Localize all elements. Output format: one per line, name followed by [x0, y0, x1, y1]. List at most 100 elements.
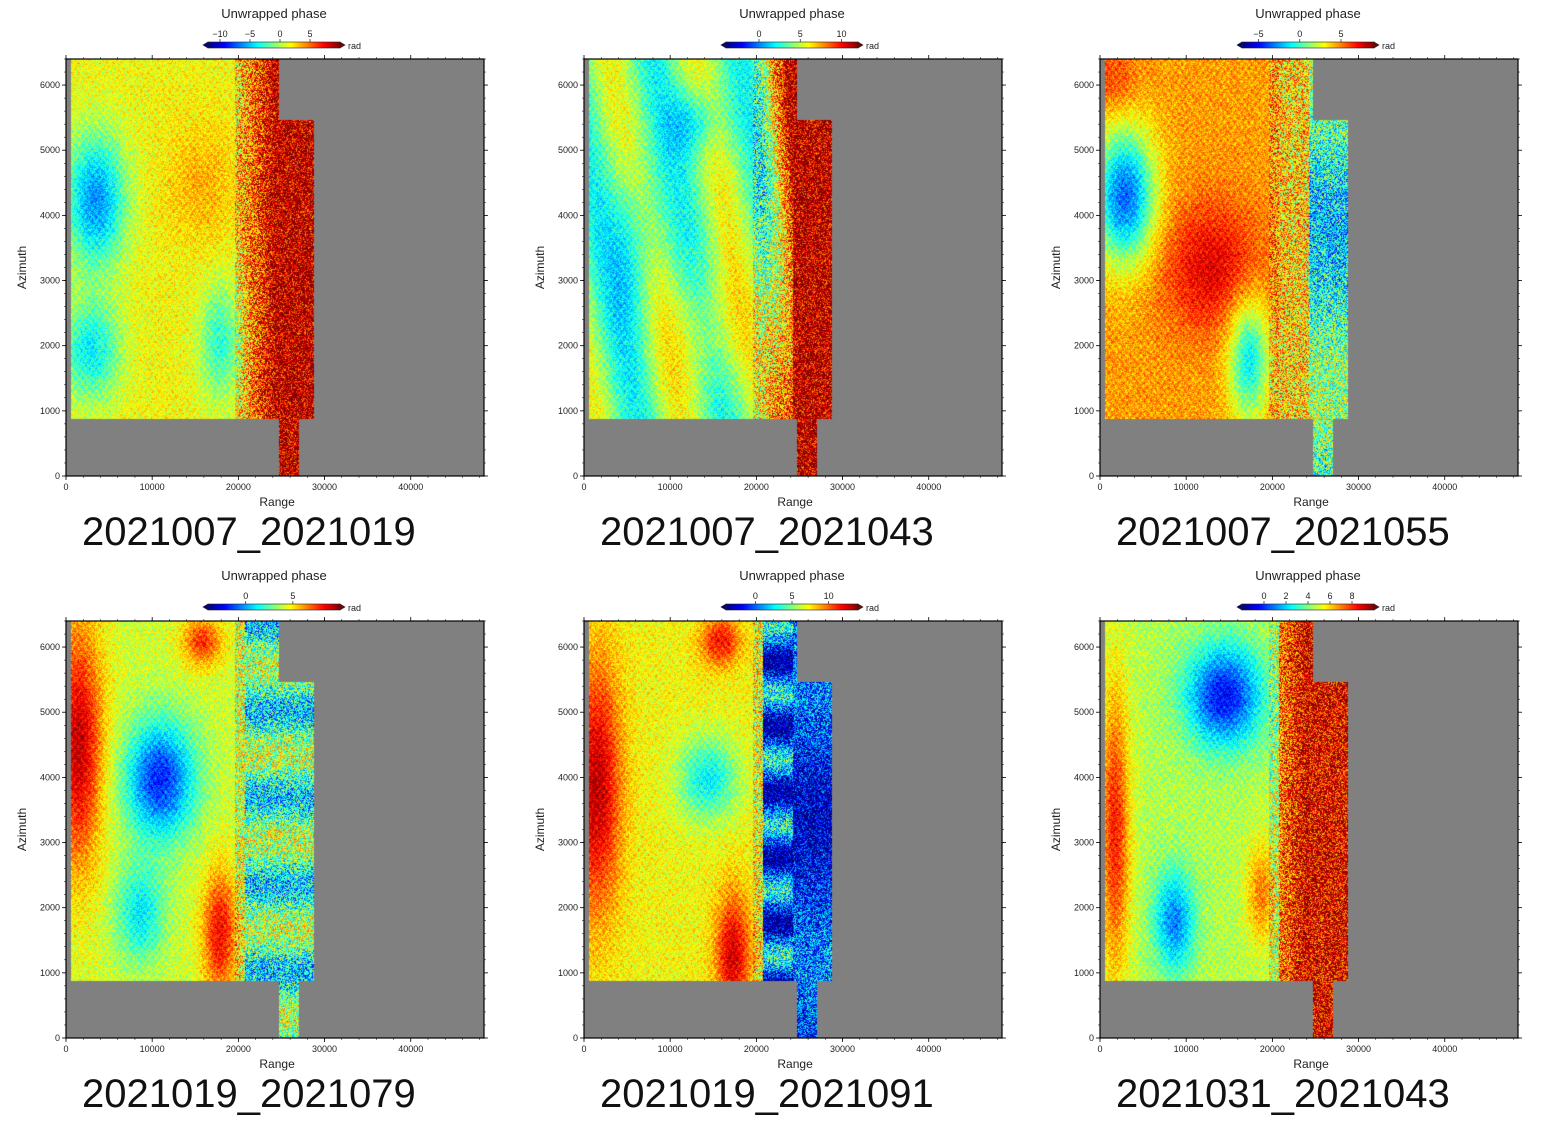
- phase-heatmap: [584, 59, 1002, 476]
- y-tick-label: 5000: [40, 707, 60, 717]
- x-tick-label: 20000: [744, 1044, 769, 1054]
- colorbar-tick-label: 10: [824, 591, 834, 601]
- colorbar-tick-label: −5: [245, 29, 255, 39]
- y-tick-label: 2000: [40, 903, 60, 913]
- y-tick-label: 3000: [558, 276, 578, 286]
- y-tick-label: 4000: [1074, 210, 1094, 220]
- colorbar-tick-label: 5: [798, 29, 803, 39]
- y-tick-label: 5000: [1074, 707, 1094, 717]
- x-tick-label: 30000: [830, 482, 855, 492]
- y-tick-label: 4000: [40, 210, 60, 220]
- phase-heatmap: [1100, 621, 1518, 1038]
- y-tick-label: 3000: [1074, 276, 1094, 286]
- x-tick-label: 40000: [916, 1044, 941, 1054]
- y-tick-label: 4000: [558, 772, 578, 782]
- colorbar-unit: rad: [1382, 41, 1395, 51]
- x-tick-label: 40000: [398, 482, 423, 492]
- colorbar-title: Unwrapped phase: [221, 6, 327, 21]
- colorbar-tick-label: 5: [290, 591, 295, 601]
- y-tick-label: 1000: [558, 968, 578, 978]
- phase-heatmap: [66, 621, 484, 1038]
- colorbar-tick-label: 0: [1261, 591, 1266, 601]
- x-axis-label: Range: [777, 495, 813, 509]
- colorbar-tick-label: 5: [789, 591, 794, 601]
- y-tick-label: 5000: [558, 145, 578, 155]
- y-tick-label: 1000: [558, 406, 578, 416]
- x-tick-label: 10000: [658, 1044, 683, 1054]
- x-tick-label: 20000: [1260, 482, 1285, 492]
- x-axis-label: Range: [1293, 1057, 1329, 1071]
- panel-caption: 2021031_2021043: [1116, 1072, 1450, 1116]
- colorbar: [1241, 41, 1375, 49]
- colorbar-tick-label: 5: [1338, 29, 1343, 39]
- y-tick-label: 6000: [1074, 80, 1094, 90]
- colorbar: [1241, 603, 1375, 611]
- y-tick-label: 3000: [40, 838, 60, 848]
- y-tick-label: 3000: [558, 838, 578, 848]
- panel-caption: 2021007_2021055: [1116, 510, 1450, 554]
- x-tick-label: 30000: [1346, 482, 1371, 492]
- y-tick-label: 4000: [558, 210, 578, 220]
- colorbar-title: Unwrapped phase: [1255, 6, 1361, 21]
- colorbar-tick-label: 0: [1297, 29, 1302, 39]
- colorbar: [207, 603, 341, 611]
- x-tick-label: 30000: [312, 482, 337, 492]
- x-tick-label: 0: [581, 482, 586, 492]
- y-tick-label: 1000: [40, 968, 60, 978]
- y-axis-label: Azimuth: [15, 246, 29, 289]
- x-tick-label: 30000: [830, 1044, 855, 1054]
- phase-heatmap: [66, 59, 484, 476]
- x-tick-label: 0: [63, 1044, 68, 1054]
- phase-heatmap: [1100, 59, 1518, 476]
- colorbar-tick-label: 5: [307, 29, 312, 39]
- x-tick-label: 10000: [140, 482, 165, 492]
- y-tick-label: 0: [55, 471, 60, 481]
- y-tick-label: 5000: [558, 707, 578, 717]
- x-tick-label: 0: [1097, 1044, 1102, 1054]
- x-tick-label: 20000: [1260, 1044, 1285, 1054]
- x-axis-label: Range: [259, 495, 295, 509]
- y-axis-label: Azimuth: [15, 808, 29, 851]
- colorbar-tick-label: 0: [277, 29, 282, 39]
- y-tick-label: 5000: [40, 145, 60, 155]
- colorbar-tick-label: 0: [753, 591, 758, 601]
- x-tick-label: 20000: [226, 1044, 251, 1054]
- y-tick-label: 3000: [1074, 838, 1094, 848]
- x-tick-label: 40000: [1432, 482, 1457, 492]
- y-tick-label: 2000: [1074, 903, 1094, 913]
- colorbar-unit: rad: [1382, 603, 1395, 613]
- panel-caption: 2021007_2021019: [82, 510, 416, 554]
- colorbar: [725, 603, 859, 611]
- y-tick-label: 4000: [40, 772, 60, 782]
- y-tick-label: 0: [55, 1033, 60, 1043]
- y-tick-label: 1000: [1074, 406, 1094, 416]
- colorbar-unit: rad: [866, 41, 879, 51]
- colorbar-tick-label: 2: [1283, 591, 1288, 601]
- y-tick-label: 6000: [40, 80, 60, 90]
- x-axis-label: Range: [259, 1057, 295, 1071]
- y-tick-label: 5000: [1074, 145, 1094, 155]
- x-tick-label: 40000: [1432, 1044, 1457, 1054]
- y-tick-label: 0: [573, 471, 578, 481]
- x-tick-label: 0: [581, 1044, 586, 1054]
- panel-caption: 2021019_2021079: [82, 1072, 416, 1116]
- x-tick-label: 40000: [398, 1044, 423, 1054]
- y-tick-label: 2000: [1074, 341, 1094, 351]
- x-tick-label: 10000: [658, 482, 683, 492]
- colorbar-unit: rad: [866, 603, 879, 613]
- x-axis-label: Range: [777, 1057, 813, 1071]
- y-axis-label: Azimuth: [1049, 246, 1063, 289]
- y-axis-label: Azimuth: [533, 808, 547, 851]
- colorbar-tick-label: 10: [836, 29, 846, 39]
- x-tick-label: 20000: [744, 482, 769, 492]
- y-tick-label: 0: [573, 1033, 578, 1043]
- x-tick-label: 10000: [1174, 1044, 1199, 1054]
- x-tick-label: 30000: [1346, 1044, 1371, 1054]
- y-tick-label: 6000: [558, 80, 578, 90]
- y-tick-label: 0: [1089, 471, 1094, 481]
- colorbar-title: Unwrapped phase: [221, 568, 327, 583]
